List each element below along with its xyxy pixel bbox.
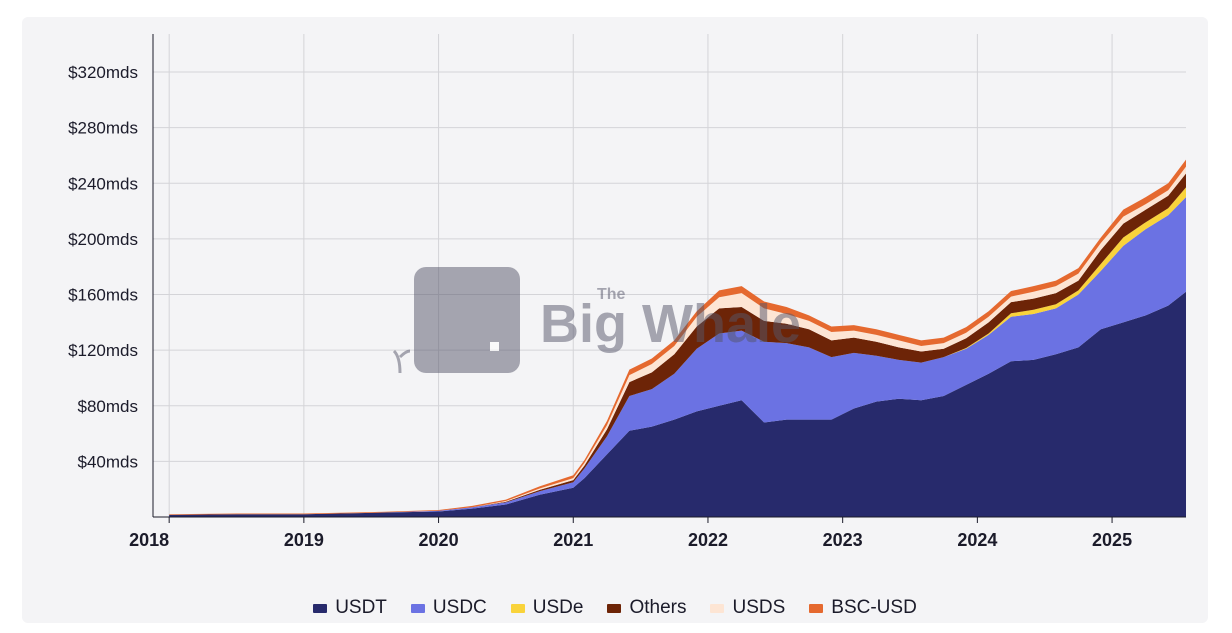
legend-label: Others bbox=[629, 597, 687, 618]
stacked-area-chart: The Big Whale $40mds $80mds $120mds $160mds… bbox=[68, 34, 1186, 550]
x-tick-label: 2024 bbox=[957, 530, 997, 550]
legend-swatch bbox=[313, 603, 328, 613]
area-layer bbox=[169, 138, 1186, 517]
big-whale-watermark: The Big Whale bbox=[392, 267, 801, 374]
x-tick-label: 2021 bbox=[553, 530, 593, 550]
whale-logo-icon bbox=[414, 267, 520, 373]
y-tick-label: $200mds bbox=[68, 230, 138, 249]
area-series-others bbox=[169, 152, 1186, 515]
x-tick-label: 2020 bbox=[419, 530, 459, 550]
legend-item[interactable]: BSC-USD bbox=[809, 597, 917, 619]
legend-swatch bbox=[710, 603, 725, 613]
legend-item[interactable]: USDe bbox=[510, 597, 584, 619]
area-series-usdt bbox=[169, 283, 1186, 517]
whale-eye-icon bbox=[490, 342, 499, 351]
legend-label: USDS bbox=[732, 597, 786, 618]
legend-item[interactable]: Others bbox=[607, 597, 686, 619]
x-tick-label: 2019 bbox=[284, 530, 324, 550]
legend-label: USDe bbox=[532, 597, 584, 618]
whale-spout-icon bbox=[392, 349, 411, 374]
area-series-usdc bbox=[169, 183, 1186, 515]
legend-swatch bbox=[410, 603, 425, 613]
watermark-the: The bbox=[597, 286, 626, 303]
legend-item[interactable]: USDC bbox=[410, 597, 487, 619]
y-tick-label: $320mds bbox=[68, 63, 138, 82]
legend-swatch bbox=[510, 603, 525, 613]
y-tick-label: $120mds bbox=[68, 341, 138, 360]
y-tick-label: $280mds bbox=[68, 119, 138, 138]
y-tick-label: $80mds bbox=[78, 397, 138, 416]
chart-card: The Big Whale $40mds $80mds $120mds $160mds… bbox=[22, 17, 1208, 623]
legend-swatch bbox=[809, 603, 824, 613]
watermark-brand: Big Whale bbox=[540, 294, 801, 354]
y-tick-label: $240mds bbox=[68, 174, 138, 193]
legend-item[interactable]: USDS bbox=[710, 597, 785, 619]
legend-item[interactable]: USDT bbox=[313, 597, 387, 619]
chart-legend: USDT USDC USDe Others USDS BSC-USD bbox=[22, 597, 1208, 619]
legend-label: USDT bbox=[335, 597, 387, 618]
x-tick-label: 2025 bbox=[1092, 530, 1132, 550]
legend-swatch bbox=[607, 603, 622, 613]
x-tick-label: 2018 bbox=[129, 530, 169, 550]
x-tick-label: 2023 bbox=[823, 530, 863, 550]
y-tick-label: $160mds bbox=[68, 286, 138, 305]
y-tick-label: $40mds bbox=[78, 452, 138, 471]
legend-label: BSC-USD bbox=[831, 597, 917, 618]
legend-label: USDC bbox=[432, 597, 487, 618]
x-tick-label: 2022 bbox=[688, 530, 728, 550]
axis-layer: $40mds $80mds $120mds $160mds $200mds $240mds… bbox=[68, 34, 1186, 550]
